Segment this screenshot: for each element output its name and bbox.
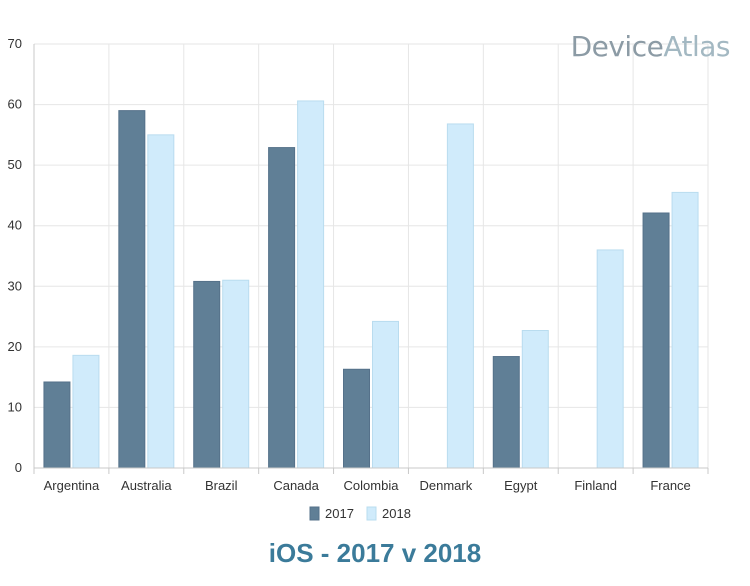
x-tick-label: Colombia <box>344 478 400 493</box>
bar-2018-colombia <box>372 320 399 469</box>
bar-2017-france <box>642 212 670 469</box>
y-tick-label: 0 <box>15 460 22 475</box>
x-tick-label: Finland <box>574 478 617 493</box>
x-tick-label: Brazil <box>205 478 238 493</box>
bar-2018-brazil <box>222 279 250 469</box>
bar-2018-france <box>671 191 699 469</box>
axes <box>33 44 709 474</box>
legend-label-2018: 2018 <box>382 506 411 521</box>
bar-2018-denmark <box>446 123 474 469</box>
deviceatlas-logo: DeviceAtlas <box>570 30 731 63</box>
logo-part-device: Device <box>570 30 664 63</box>
legend: 2017 2018 <box>309 506 411 521</box>
grid-lines <box>33 43 709 468</box>
y-tick-label: 10 <box>8 399 22 414</box>
x-axis-labels: Argentina Australia Brazil Canada Colombia De… <box>44 478 691 493</box>
legend-swatch-2018 <box>366 506 377 521</box>
legend-label-2017: 2017 <box>325 506 354 521</box>
bar-2017-colombia <box>343 368 370 469</box>
bar-2018-argentina <box>72 354 100 469</box>
bar-2017-australia <box>118 110 146 469</box>
bar-2018-australia <box>147 134 175 469</box>
bar-2017-egypt <box>492 356 520 469</box>
x-tick-label: Egypt <box>504 478 538 493</box>
x-tick-label: France <box>650 478 690 493</box>
bar-2018-finland <box>596 249 624 469</box>
chart-title: iOS - 2017 v 2018 <box>268 538 482 568</box>
bar-2017-argentina <box>43 381 71 469</box>
y-tick-label: 20 <box>8 339 22 354</box>
y-axis-ticks: 0 10 20 30 40 50 60 70 <box>8 36 22 475</box>
y-tick-label: 50 <box>8 157 22 172</box>
bar-2017-canada <box>268 147 296 469</box>
bar-2018-canada <box>297 100 325 469</box>
x-tick-label: Canada <box>273 478 319 493</box>
y-tick-label: 30 <box>8 278 22 293</box>
bar-2017-brazil <box>193 280 221 469</box>
y-tick-label: 60 <box>8 97 22 112</box>
bar-2018-egypt <box>521 330 549 469</box>
x-tick-label: Argentina <box>44 478 100 493</box>
bars <box>43 100 699 469</box>
y-tick-label: 70 <box>8 36 22 51</box>
y-tick-label: 40 <box>8 218 22 233</box>
legend-swatch-2017 <box>309 506 320 521</box>
x-tick-label: Australia <box>121 478 172 493</box>
logo-part-atlas: Atlas <box>663 30 730 63</box>
x-tick-label: Denmark <box>420 478 473 493</box>
